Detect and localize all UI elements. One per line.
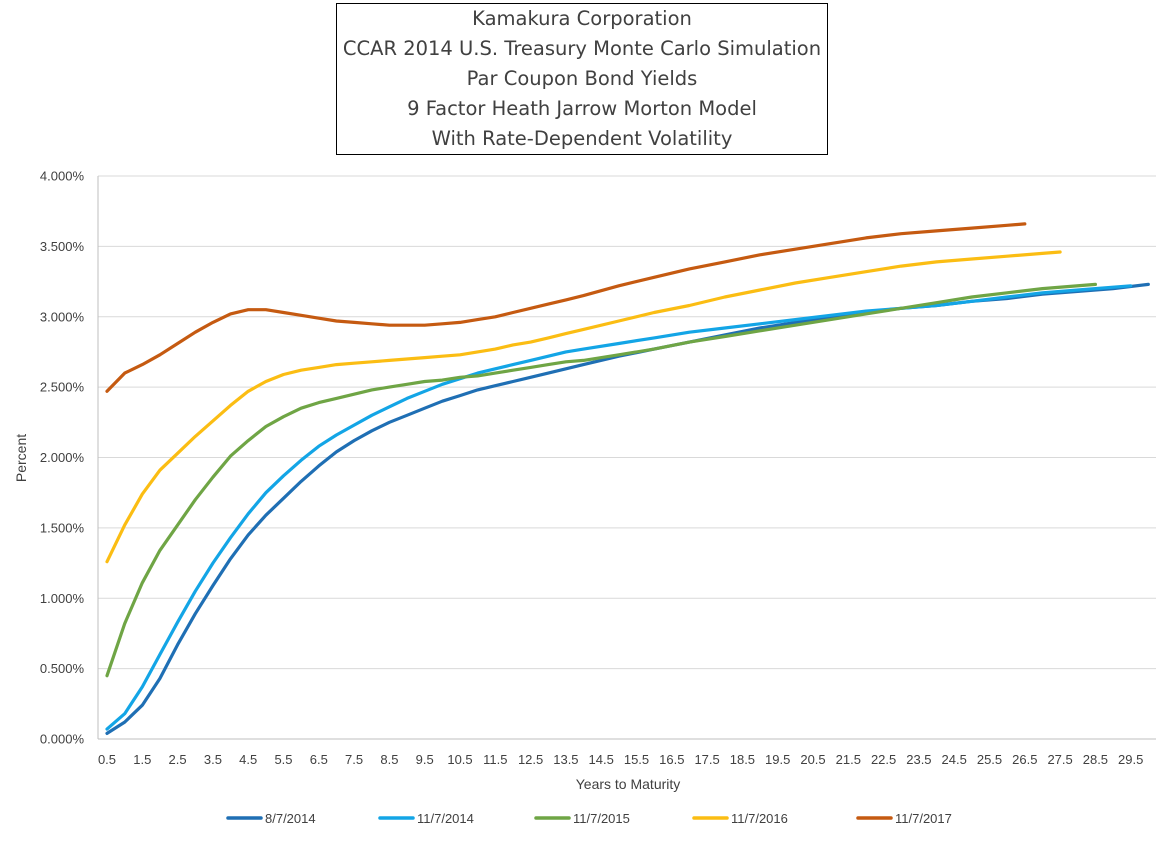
chart-title-line-5: With Rate-Dependent Volatility <box>431 127 733 150</box>
series-lines <box>105 222 1150 736</box>
x-tick-label: 2.5 <box>169 752 187 767</box>
x-tick-label: 19.5 <box>765 752 790 767</box>
x-tick-label: 17.5 <box>694 752 719 767</box>
x-axis-title: Years to Maturity <box>576 776 681 792</box>
y-axis-title: Percent <box>13 434 29 482</box>
x-tick-label: 5.5 <box>274 752 292 767</box>
x-tick-label: 25.5 <box>977 752 1002 767</box>
legend-label: 11/7/2017 <box>895 811 952 826</box>
chart-title-line-1: Kamakura Corporation <box>472 7 692 30</box>
x-tick-label: 14.5 <box>589 752 614 767</box>
y-tick-label: 0.000% <box>40 732 85 747</box>
x-tick-label: 7.5 <box>345 752 363 767</box>
x-tick-label: 0.5 <box>98 752 116 767</box>
x-tick-label: 16.5 <box>659 752 684 767</box>
chart-title-line-4: 9 Factor Heath Jarrow Morton Model <box>407 97 757 120</box>
x-tick-label: 26.5 <box>1012 752 1037 767</box>
x-tick-label: 28.5 <box>1083 752 1108 767</box>
x-tick-label: 9.5 <box>416 752 434 767</box>
x-tick-label: 18.5 <box>730 752 755 767</box>
y-tick-label: 2.500% <box>40 380 85 395</box>
x-tick-label: 29.5 <box>1118 752 1143 767</box>
x-tick-label: 10.5 <box>447 752 472 767</box>
gridlines <box>98 175 1156 670</box>
x-tick-label: 24.5 <box>942 752 967 767</box>
series-line <box>105 282 1098 678</box>
x-tick-label: 1.5 <box>133 752 151 767</box>
legend-label: 11/7/2015 <box>573 811 630 826</box>
chart-title-line-2: CCAR 2014 U.S. Treasury Monte Carlo Simu… <box>342 37 822 60</box>
legend-label: 8/7/2014 <box>265 811 316 826</box>
series-line <box>105 282 1150 736</box>
x-tick-label: 21.5 <box>836 752 861 767</box>
y-tick-label: 3.000% <box>40 309 85 324</box>
y-tick-label: 1.500% <box>40 520 85 535</box>
legend-label: 11/7/2014 <box>417 811 474 826</box>
chart-title-box: Kamakura Corporation CCAR 2014 U.S. Trea… <box>336 3 828 155</box>
x-tick-label: 11.5 <box>483 752 507 767</box>
x-tick-label: 3.5 <box>204 752 222 767</box>
y-tick-label: 4.000% <box>40 169 85 184</box>
x-tick-label: 6.5 <box>310 752 328 767</box>
y-tick-label: 0.500% <box>40 661 85 676</box>
x-tick-label: 13.5 <box>553 752 578 767</box>
chart-title-line-3: Par Coupon Bond Yields <box>466 67 698 90</box>
series-line <box>105 250 1062 564</box>
y-tick-label: 2.000% <box>40 450 85 465</box>
y-tick-label: 1.000% <box>40 591 85 606</box>
series-line <box>105 222 1027 393</box>
series-line <box>105 284 1133 731</box>
axes: 0.000% 0.500% 1.000% 1.500% 2.000% 2.500% 3.00… <box>40 169 1156 767</box>
legend: 8/7/2014 11/7/2014 11/7/2015 11/7/2016 11/7/… <box>226 811 952 826</box>
x-tick-label: 8.5 <box>380 752 398 767</box>
x-tick-label: 27.5 <box>1047 752 1072 767</box>
x-tick-label: 4.5 <box>239 752 257 767</box>
x-tick-label: 20.5 <box>800 752 825 767</box>
x-tick-label: 22.5 <box>871 752 896 767</box>
legend-label: 11/7/2016 <box>731 811 788 826</box>
x-tick-label: 15.5 <box>624 752 649 767</box>
x-tick-label: 12.5 <box>518 752 543 767</box>
y-tick-label: 3.500% <box>40 239 85 254</box>
x-tick-label: 23.5 <box>906 752 931 767</box>
